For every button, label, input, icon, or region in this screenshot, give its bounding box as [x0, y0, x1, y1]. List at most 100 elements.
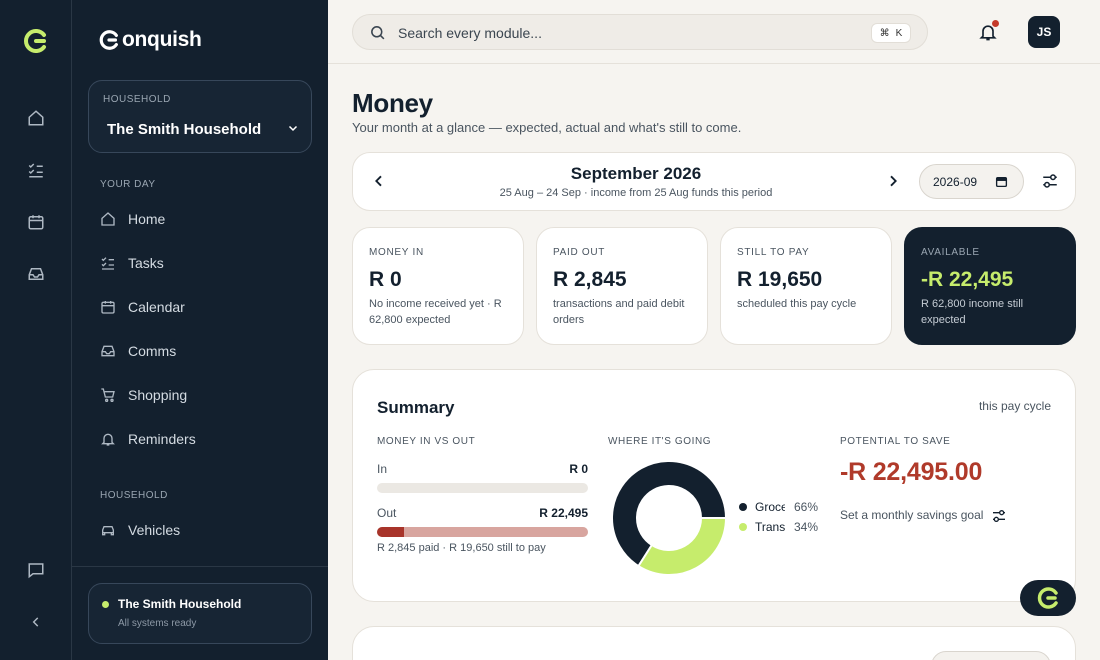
avatar[interactable]: JS: [1028, 16, 1060, 48]
cart-icon: [101, 388, 115, 402]
search-input[interactable]: Search every module... ⌘ K: [352, 14, 928, 50]
app-logo-icon[interactable]: [24, 29, 48, 53]
stat-note: scheduled this pay cycle: [737, 298, 857, 310]
legend-item: Transport 34%: [739, 520, 818, 534]
in-value: R 0: [569, 462, 588, 476]
household-selector-value: The Smith Household: [107, 121, 262, 138]
chevron-left-icon[interactable]: [371, 173, 387, 189]
stat-card-paid-out[interactable]: PAID OUT R 2,845 transactions and paid d…: [536, 227, 708, 345]
money-in-vs-out-label: MONEY IN VS OUT: [377, 436, 476, 447]
sidebar-item-tasks[interactable]: Tasks: [100, 251, 164, 275]
next-section-button[interactable]: [931, 651, 1051, 660]
period-title: September 2026: [570, 164, 702, 183]
inbox-icon[interactable]: [26, 264, 46, 284]
next-section-card: [352, 626, 1076, 660]
notification-badge: [992, 20, 999, 27]
sidebar-item-label: Shopping: [128, 387, 188, 403]
stat-card-available[interactable]: AVAILABLE -R 22,495 R 62,800 income stil…: [904, 227, 1076, 345]
legend-percent: 66%: [794, 500, 819, 514]
savings-goal-link[interactable]: Set a monthly savings goal: [840, 508, 984, 522]
status-title: The Smith Household: [118, 597, 242, 611]
icon-rail: [0, 0, 72, 660]
tasks-icon[interactable]: [26, 160, 46, 180]
summary-cycle-label: this pay cycle: [978, 399, 1051, 413]
shortcut-modifier: ⌘: [879, 27, 890, 39]
section-label-household: HOUSEHOLD: [100, 490, 168, 501]
collapse-icon[interactable]: [26, 612, 46, 632]
out-label: Out: [377, 506, 397, 520]
brand-name: onquish: [122, 28, 202, 51]
chat-icon[interactable]: [26, 560, 46, 580]
calendar-icon[interactable]: [26, 212, 46, 232]
sidebar-item-label: Tasks: [128, 255, 164, 271]
legend-item: Groceries 66%: [739, 500, 818, 514]
tasks-icon: [101, 257, 114, 270]
stat-label: STILL TO PAY: [737, 247, 810, 258]
month-picker[interactable]: 2026-09: [919, 164, 1024, 199]
stat-card-still-to-pay[interactable]: STILL TO PAY R 19,650 scheduled this pay…: [720, 227, 892, 345]
adjust-goal-icon[interactable]: [991, 508, 1007, 524]
home-icon[interactable]: [26, 108, 46, 128]
stat-value: R 19,650: [737, 268, 823, 291]
stat-note: No income received yet · R 62,800 expect…: [369, 298, 502, 326]
spending-donut-chart: [611, 460, 727, 576]
summary-card: Summary this pay cycle MONEY IN VS OUT I…: [352, 369, 1076, 602]
sidebar-item-calendar[interactable]: Calendar: [100, 295, 185, 319]
donut-slice-transport[interactable]: [637, 517, 727, 576]
legend-name: Transport: [755, 520, 785, 534]
household-status-card[interactable]: The Smith Household All systems ready: [88, 583, 312, 644]
search-icon: [371, 26, 385, 40]
notifications-bell-icon[interactable]: [978, 22, 998, 42]
period-subtitle: 25 Aug – 24 Sep · income from 25 Aug fun…: [499, 187, 773, 199]
sidebar-item-home[interactable]: Home: [100, 207, 165, 231]
month-picker-value: 2026-09: [933, 174, 978, 189]
sidebar-item-label: Calendar: [128, 299, 185, 315]
out-bar-paid-segment: [377, 527, 404, 537]
sidebar-item-comms[interactable]: Comms: [100, 339, 176, 363]
sidebar-item-shopping[interactable]: Shopping: [100, 383, 187, 407]
sidebar-item-reminders[interactable]: Reminders: [100, 427, 196, 451]
brand-logo-icon: [99, 30, 118, 50]
stat-label: MONEY IN: [369, 247, 424, 258]
donut-slice-groceries[interactable]: [611, 460, 727, 568]
home-icon: [101, 212, 115, 226]
in-label: In: [377, 462, 388, 476]
sidebar-item-vehicles[interactable]: Vehicles: [100, 518, 180, 542]
sidebar-item-label: Vehicles: [128, 522, 181, 538]
sidebar: onquish HOUSEHOLD The Smith Household YO…: [72, 0, 328, 660]
inbox-icon: [101, 345, 115, 357]
period-selector: September 2026 25 Aug – 24 Sep · income …: [352, 152, 1076, 211]
stat-value: R 2,845: [553, 268, 627, 291]
shortcut-key: K: [895, 27, 903, 39]
assistant-fab[interactable]: [1020, 580, 1076, 616]
chevron-right-icon[interactable]: [885, 173, 901, 189]
out-note: R 2,845 paid · R 19,650 still to pay: [377, 542, 546, 554]
household-selector-label: HOUSEHOLD: [103, 94, 171, 105]
potential-to-save-value: -R 22,495.00: [840, 458, 983, 486]
calendar-icon: [101, 301, 115, 314]
stat-card-money-in[interactable]: MONEY IN R 0 No income received yet · R …: [352, 227, 524, 345]
calendar-icon: [995, 177, 1008, 188]
assistant-logo-icon: [1037, 587, 1058, 609]
brand[interactable]: onquish: [98, 28, 202, 52]
sidebar-divider: [72, 566, 328, 567]
adjust-filters-icon[interactable]: [1041, 172, 1059, 190]
where-its-going-label: WHERE IT'S GOING: [608, 436, 712, 447]
legend-name: Groceries: [755, 500, 785, 514]
out-value: R 22,495: [539, 506, 588, 520]
section-label-your-day: YOUR DAY: [100, 179, 156, 190]
shortcut-badge: ⌘ K: [871, 23, 911, 43]
stat-label: PAID OUT: [553, 247, 606, 258]
stat-label: AVAILABLE: [921, 247, 980, 258]
search-placeholder: Search every module...: [398, 25, 542, 41]
stat-value: -R 22,495: [921, 268, 1014, 291]
potential-to-save-label: POTENTIAL TO SAVE: [840, 436, 951, 447]
stat-note: transactions and paid debit orders: [553, 298, 685, 326]
stat-value: R 0: [369, 268, 402, 291]
topbar: Search every module... ⌘ K JS: [328, 0, 1100, 64]
out-bar: [377, 527, 588, 537]
chevron-down-icon: [288, 125, 298, 132]
bell-icon: [101, 433, 115, 446]
legend-percent: 34%: [794, 520, 819, 534]
household-selector[interactable]: HOUSEHOLD The Smith Household: [88, 80, 312, 153]
